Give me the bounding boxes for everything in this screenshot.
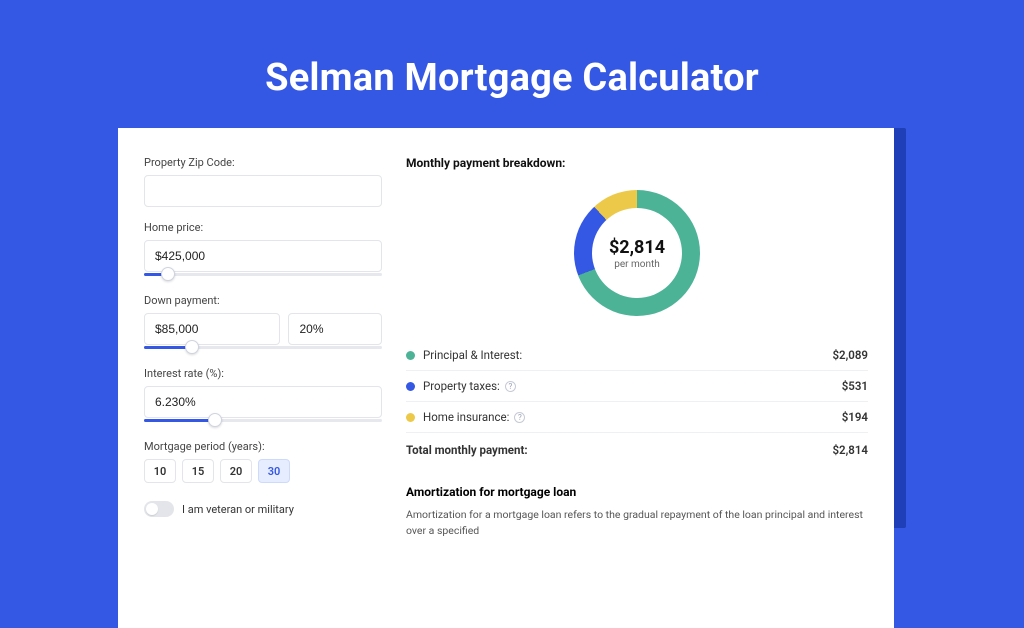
veteran-toggle[interactable] xyxy=(144,501,174,517)
card-shadow: Property Zip Code: Home price: Down paym… xyxy=(118,128,906,528)
down-payment-group: Down payment: xyxy=(144,294,382,353)
period-button-15[interactable]: 15 xyxy=(182,459,214,483)
period-button-20[interactable]: 20 xyxy=(220,459,252,483)
legend-total-row: Total monthly payment:$2,814 xyxy=(406,433,868,465)
period-button-10[interactable]: 10 xyxy=(144,459,176,483)
veteran-label: I am veteran or military xyxy=(182,503,294,516)
interest-rate-label: Interest rate (%): xyxy=(144,367,382,380)
amortization-title: Amortization for mortgage loan xyxy=(406,485,868,499)
home-price-group: Home price: xyxy=(144,221,382,280)
interest-rate-slider[interactable] xyxy=(144,416,382,426)
page-title: Selman Mortgage Calculator xyxy=(0,56,1024,100)
veteran-row: I am veteran or military xyxy=(144,501,382,517)
zip-input[interactable] xyxy=(144,175,382,207)
legend-row: Property taxes:?$531 xyxy=(406,371,868,402)
down-payment-slider[interactable] xyxy=(144,343,382,353)
down-payment-label: Down payment: xyxy=(144,294,382,307)
period-label: Mortgage period (years): xyxy=(144,440,382,453)
home-price-slider[interactable] xyxy=(144,270,382,280)
donut-center: $2,814 per month xyxy=(592,208,682,298)
legend-value: $531 xyxy=(842,379,868,393)
legend-value: $2,089 xyxy=(832,348,868,362)
interest-rate-group: Interest rate (%): xyxy=(144,367,382,426)
legend-label: Property taxes:? xyxy=(423,379,842,393)
period-buttons: 10152030 xyxy=(144,459,382,483)
payment-donut-chart: $2,814 per month xyxy=(574,190,700,316)
legend-row: Principal & Interest:$2,089 xyxy=(406,340,868,371)
legend-total-value: $2,814 xyxy=(832,443,868,457)
zip-label: Property Zip Code: xyxy=(144,156,382,169)
legend-total-label: Total monthly payment: xyxy=(406,443,832,457)
donut-wrap: $2,814 per month xyxy=(406,180,868,334)
period-button-30[interactable]: 30 xyxy=(258,459,290,483)
breakdown-panel: Monthly payment breakdown: $2,814 per mo… xyxy=(406,156,868,608)
legend-label: Home insurance:? xyxy=(423,410,842,424)
legend-dot xyxy=(406,351,415,360)
legend-row: Home insurance:?$194 xyxy=(406,402,868,433)
legend-dot xyxy=(406,413,415,422)
home-price-label: Home price: xyxy=(144,221,382,234)
legend-value: $194 xyxy=(842,410,868,424)
donut-value: $2,814 xyxy=(609,237,665,258)
donut-sub: per month xyxy=(614,259,660,270)
legend-label: Principal & Interest: xyxy=(423,348,832,362)
toggle-knob xyxy=(146,503,158,515)
legend-dot xyxy=(406,382,415,391)
interest-rate-input[interactable] xyxy=(144,386,382,418)
down-payment-pct-input[interactable] xyxy=(288,313,382,345)
breakdown-title: Monthly payment breakdown: xyxy=(406,156,868,170)
calculator-card: Property Zip Code: Home price: Down paym… xyxy=(118,128,894,628)
inputs-panel: Property Zip Code: Home price: Down paym… xyxy=(144,156,382,608)
down-payment-input[interactable] xyxy=(144,313,280,345)
period-group: Mortgage period (years): 10152030 xyxy=(144,440,382,483)
help-icon[interactable]: ? xyxy=(505,381,516,392)
home-price-input[interactable] xyxy=(144,240,382,272)
legend: Principal & Interest:$2,089Property taxe… xyxy=(406,340,868,465)
zip-group: Property Zip Code: xyxy=(144,156,382,207)
help-icon[interactable]: ? xyxy=(514,412,525,423)
